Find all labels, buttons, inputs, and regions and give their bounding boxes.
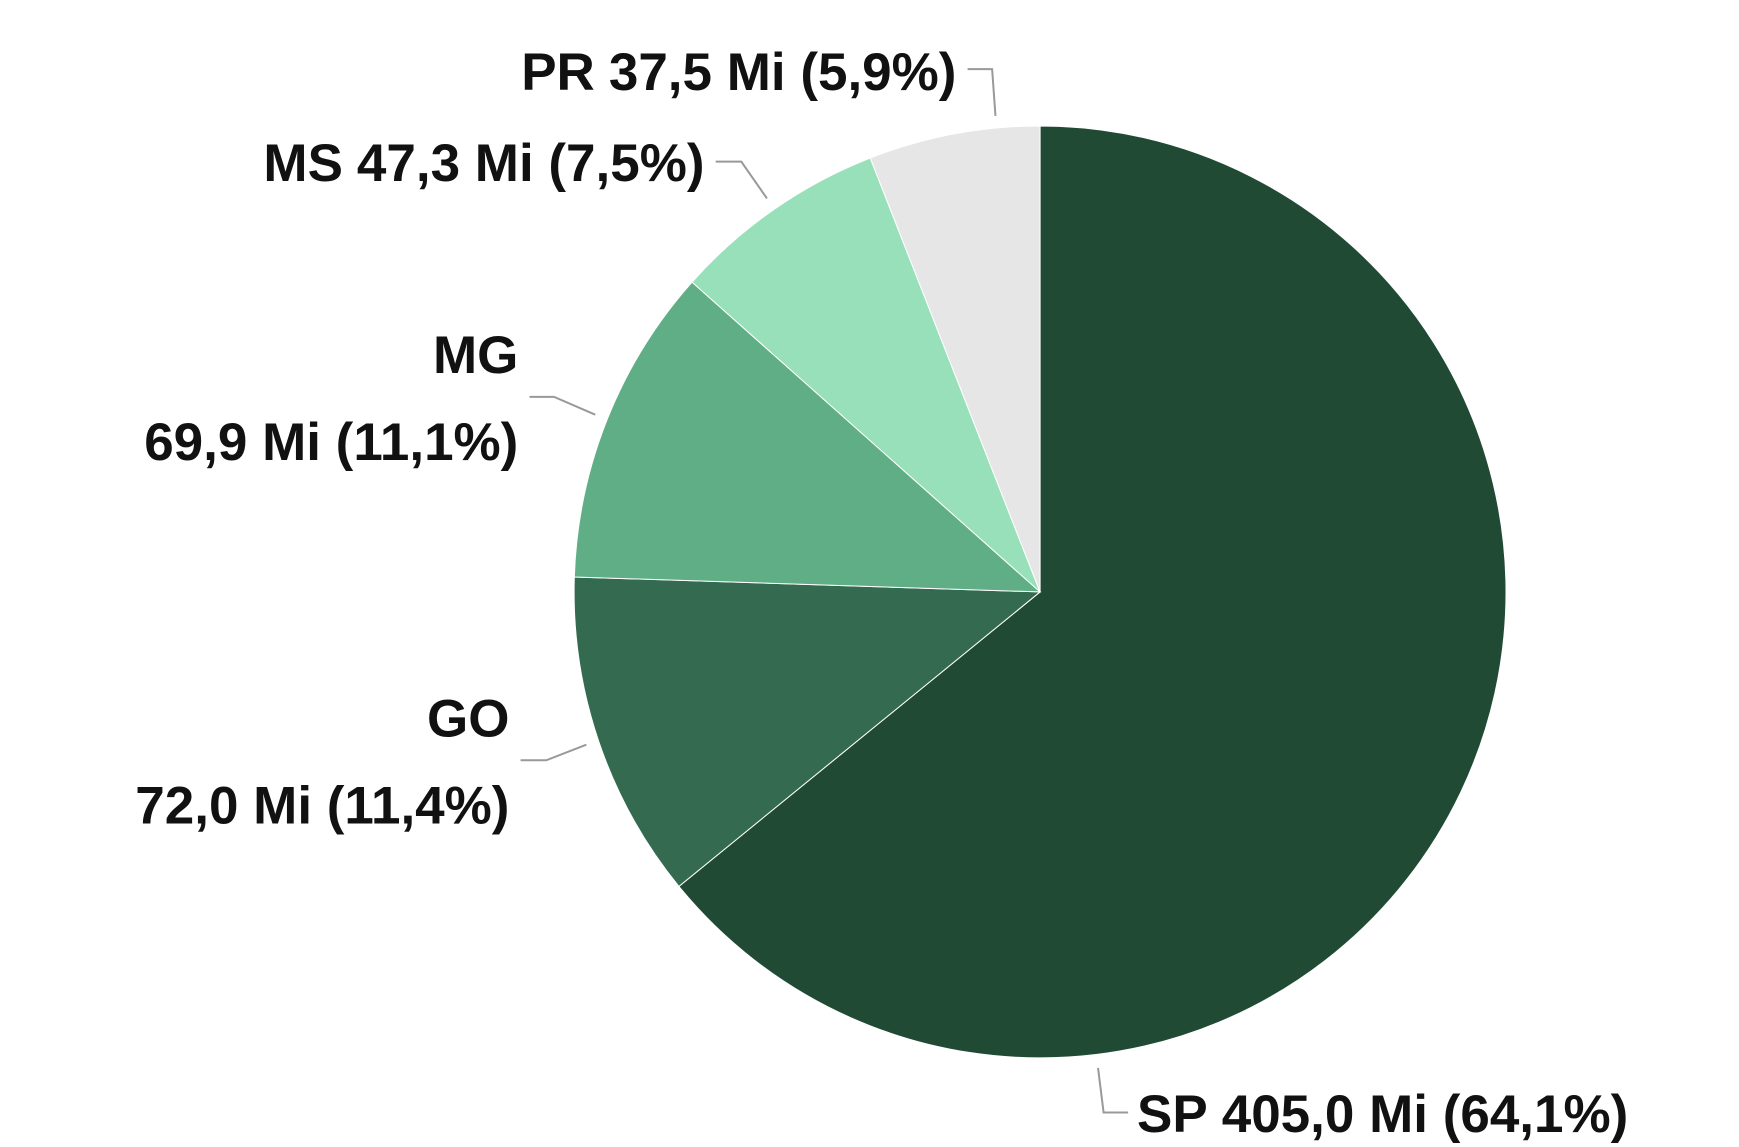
category-label: MG — [433, 326, 518, 385]
value-label: 37,5 Mi (5,9%) — [609, 43, 957, 102]
category-label: PR — [521, 43, 595, 102]
data-label: SP 405,0 Mi (64,1%) — [1137, 1085, 1628, 1144]
pie-slice — [573, 281, 1042, 593]
category-label: MS — [263, 134, 343, 193]
leader-line — [1097, 1067, 1129, 1114]
pie-slice — [869, 125, 1041, 593]
category-label: SP — [1137, 1085, 1208, 1144]
value-label: 47,3 Mi (7,5%) — [357, 134, 705, 193]
data-label: PR 37,5 Mi (5,9%) — [521, 43, 956, 102]
category-label: GO — [427, 689, 509, 748]
leader-line — [529, 395, 596, 416]
value-label: 405,0 Mi (64,1%) — [1222, 1085, 1629, 1144]
value-label: 69,9 Mi (11,1%) — [144, 413, 518, 472]
value-label: 72,0 Mi (11,4%) — [135, 776, 509, 835]
leader-line — [967, 68, 997, 117]
leader-line — [715, 160, 768, 199]
pie-slice — [573, 576, 1042, 888]
pie-slice — [678, 125, 1507, 1059]
pie-slice — [691, 157, 1041, 593]
data-label: MS 47,3 Mi (7,5%) — [263, 134, 704, 193]
leader-line — [520, 743, 587, 762]
